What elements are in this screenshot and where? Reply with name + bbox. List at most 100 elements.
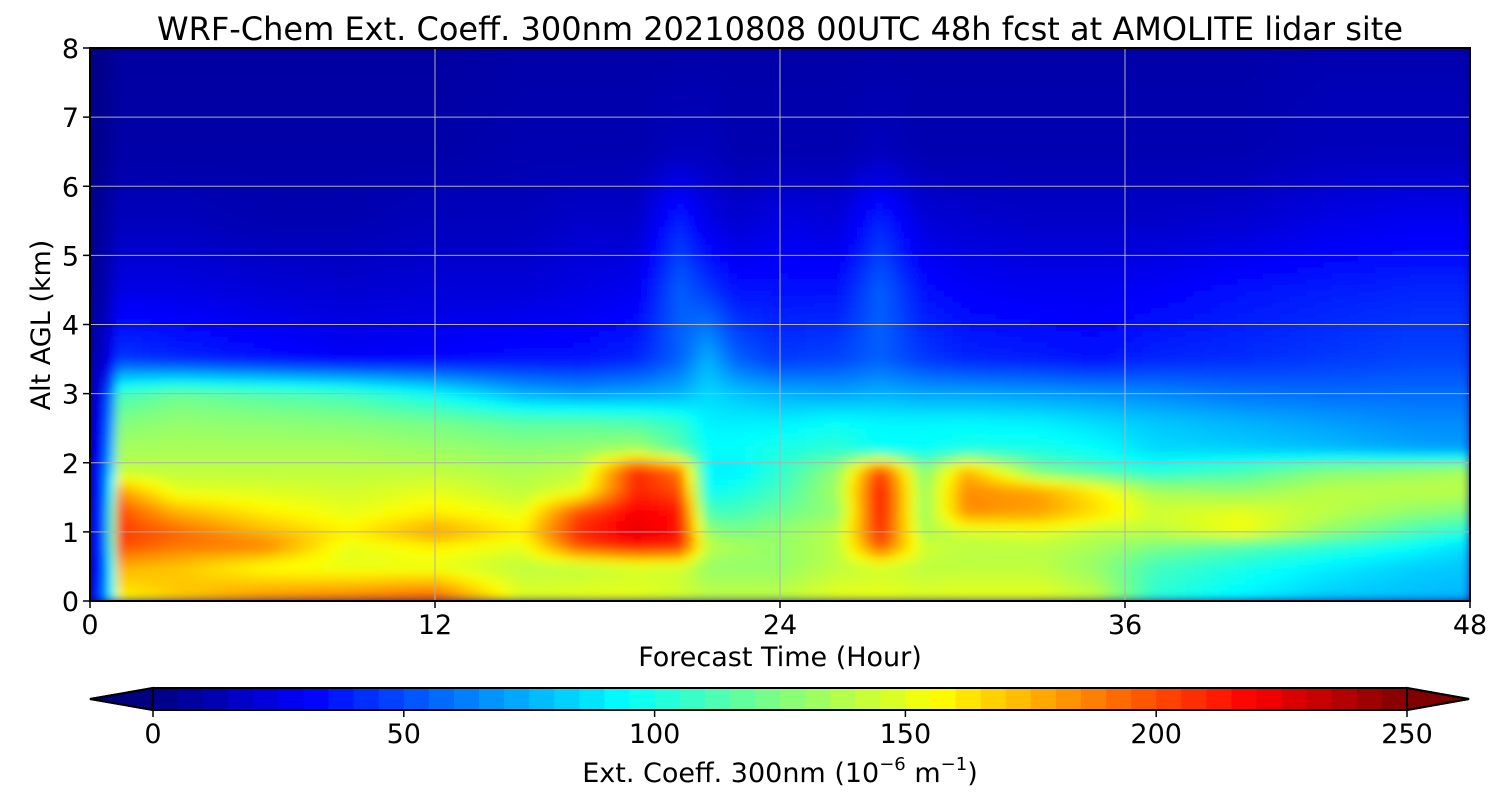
heatmap-cell [150, 318, 160, 326]
heatmap-cell [228, 284, 238, 291]
heatmap-cell [279, 128, 289, 136]
heatmap-cell [460, 232, 471, 239]
heatmap-cell [383, 117, 393, 124]
heatmap-cell [495, 122, 505, 130]
heatmap-cell [409, 520, 419, 527]
heatmap-cell [322, 59, 333, 66]
heatmap-cell [150, 122, 160, 130]
heatmap-cell [521, 94, 531, 101]
heatmap-cell [357, 82, 367, 89]
heatmap-cell [409, 307, 419, 314]
heatmap-cell [219, 549, 229, 556]
heatmap-cell [271, 232, 281, 239]
heatmap-cell [133, 151, 143, 159]
heatmap-cell [98, 134, 108, 141]
heatmap-cell [305, 526, 315, 533]
heatmap-cell [529, 474, 540, 481]
heatmap-cell [357, 393, 367, 400]
heatmap-cell [417, 324, 427, 331]
heatmap-cell [504, 48, 514, 55]
heatmap-cell [374, 387, 384, 395]
heatmap-cell [452, 59, 462, 66]
heatmap-cell [383, 203, 393, 210]
heatmap-cell [331, 272, 341, 280]
heatmap-cell [486, 537, 496, 544]
heatmap-cell [443, 65, 453, 72]
heatmap-cell [176, 197, 186, 205]
heatmap-cell [348, 134, 358, 141]
heatmap-cell [322, 554, 333, 562]
heatmap-cell [184, 503, 195, 510]
heatmap-cell [271, 520, 281, 527]
heatmap-cell [366, 456, 376, 464]
heatmap-cell [288, 249, 298, 256]
heatmap-cell [331, 105, 341, 112]
heatmap-cell [184, 312, 195, 320]
heatmap-cell [348, 157, 358, 164]
heatmap-cell [115, 382, 126, 389]
heatmap-cell [426, 526, 436, 533]
heatmap-cell [159, 503, 169, 510]
heatmap-cell [383, 174, 393, 182]
heatmap-cell [193, 82, 203, 89]
heatmap-cell [184, 583, 195, 591]
heatmap-cell [288, 215, 298, 222]
heatmap-cell [478, 255, 488, 262]
heatmap-cell [443, 416, 453, 424]
heatmap-cell [167, 168, 177, 176]
heatmap-cell [141, 226, 151, 233]
heatmap-cells [90, 48, 1470, 601]
heatmap-cell [391, 480, 402, 487]
heatmap-cell [271, 174, 281, 182]
heatmap-cell [400, 422, 410, 429]
heatmap-cell [322, 341, 333, 349]
heatmap-cell [383, 220, 393, 228]
heatmap-cell [400, 122, 410, 130]
heatmap-cell [504, 347, 514, 354]
heatmap-cell [314, 474, 324, 481]
heatmap-cell [400, 197, 410, 205]
heatmap-cell [107, 451, 117, 458]
heatmap-cell [150, 174, 160, 182]
heatmap-cell [521, 238, 531, 245]
heatmap-cell [124, 226, 134, 233]
heatmap-cell [245, 71, 255, 78]
heatmap-cell [504, 445, 514, 452]
heatmap-cell [297, 393, 307, 400]
heatmap-cell [383, 99, 393, 107]
heatmap-cell [167, 554, 177, 562]
heatmap-cell [133, 266, 143, 274]
heatmap-cell [288, 439, 298, 447]
heatmap-cell [391, 151, 402, 159]
heatmap-cell [366, 243, 376, 251]
heatmap-cell [460, 572, 471, 579]
heatmap-cell [374, 140, 384, 147]
heatmap-cell [202, 312, 212, 320]
heatmap-cell [210, 543, 220, 550]
heatmap-cell [512, 422, 522, 429]
heatmap-cell [176, 566, 186, 573]
heatmap-cell [279, 168, 289, 176]
heatmap-cell [460, 520, 471, 527]
heatmap-cell [133, 307, 143, 314]
heatmap-cell [529, 364, 540, 372]
heatmap-cell [322, 71, 333, 78]
heatmap-cell [504, 353, 514, 360]
heatmap-cell [331, 261, 341, 268]
heatmap-cell [357, 382, 367, 389]
heatmap-cell [495, 503, 505, 510]
heatmap-cell [184, 589, 195, 596]
heatmap-cell [262, 393, 272, 400]
heatmap-cell [150, 232, 160, 239]
heatmap-cell [443, 249, 453, 256]
heatmap-cell [219, 140, 229, 147]
heatmap-cell [124, 526, 134, 533]
heatmap-cell [400, 526, 410, 533]
heatmap-cell [314, 439, 324, 447]
heatmap-cell [115, 220, 126, 228]
heatmap-cell [469, 94, 479, 101]
heatmap-cell [115, 82, 126, 89]
heatmap-cell [253, 595, 264, 601]
heatmap-cell [340, 347, 350, 354]
heatmap-cell [279, 220, 289, 228]
